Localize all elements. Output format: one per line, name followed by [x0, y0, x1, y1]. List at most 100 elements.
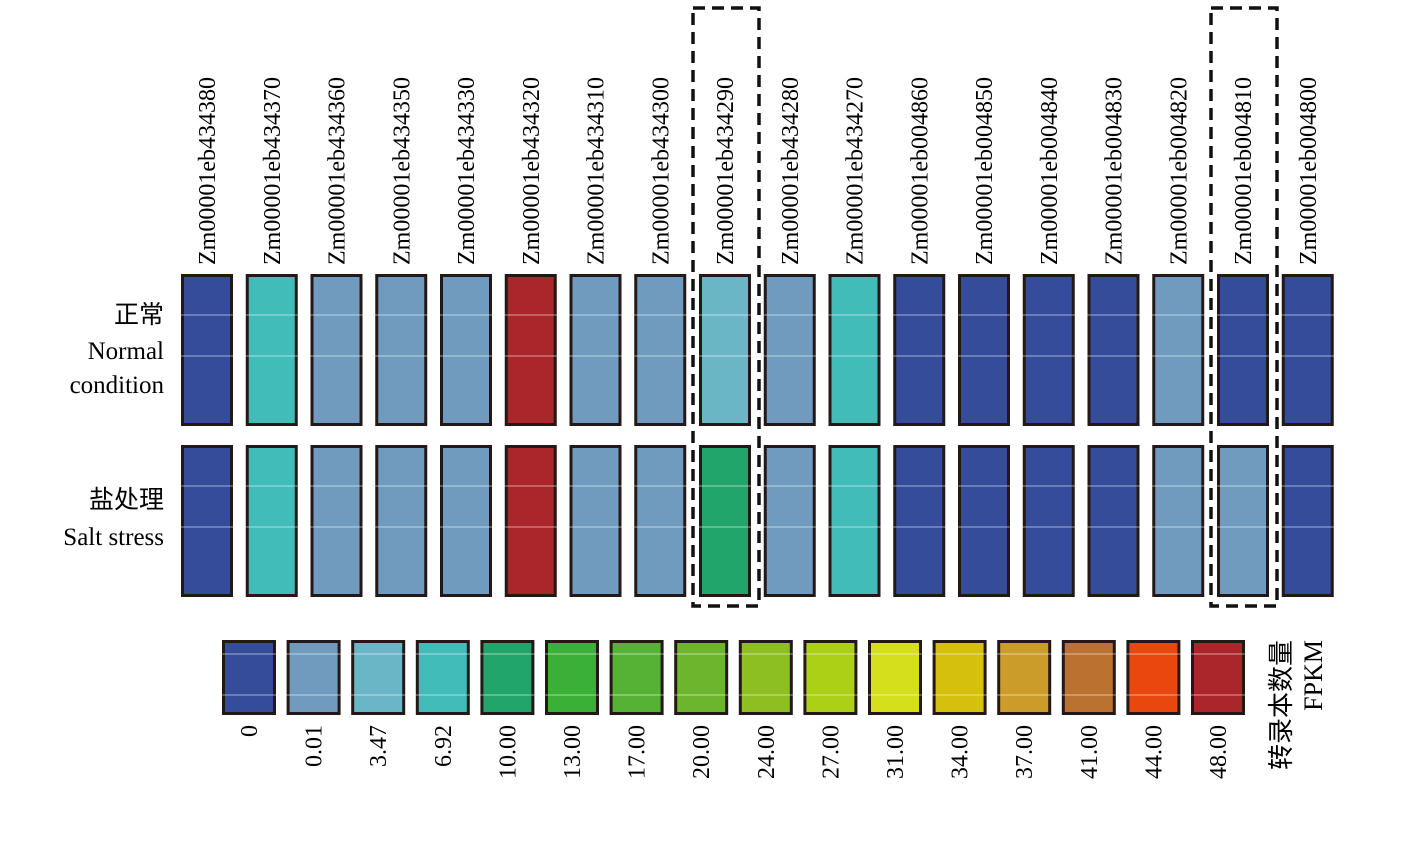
legend-swatch — [1061, 640, 1116, 715]
legend-title-cn: 转录本数量 — [1267, 640, 1296, 770]
legend-swatch — [674, 640, 729, 715]
legend-swatch — [997, 640, 1052, 715]
heatmap-cell — [310, 274, 363, 426]
legend-swatch — [545, 640, 599, 715]
heatmap-cell — [893, 274, 946, 426]
heatmap-cell — [569, 445, 622, 597]
legend-tick-label: 44.00 — [1141, 725, 1167, 779]
heatmap-cell — [893, 445, 946, 597]
column-label: Zm00001eb434280 — [778, 77, 804, 265]
heatmap-cell — [1022, 445, 1075, 597]
column-label: Zm00001eb004810 — [1231, 77, 1257, 265]
column-label: Zm00001eb434270 — [843, 77, 869, 265]
column-label: Zm00001eb004800 — [1296, 77, 1322, 265]
heatmap-cell — [310, 445, 363, 597]
column-label: Zm00001eb434290 — [713, 77, 739, 265]
heatmap-cell — [763, 445, 816, 597]
row-label: condition — [70, 372, 165, 399]
highlight-box — [691, 6, 761, 608]
legend-swatch — [1126, 640, 1181, 715]
column-label: Zm00001eb434310 — [584, 77, 610, 265]
legend-title-en: FPKM — [1299, 640, 1328, 711]
legend-tick-label: 10.00 — [495, 725, 521, 779]
legend-tick-label: 0.01 — [302, 725, 328, 767]
heatmap-cell — [504, 274, 557, 426]
legend-swatch — [286, 640, 341, 715]
column-label: Zm00001eb434380 — [195, 77, 221, 265]
heatmap-cell — [828, 445, 881, 597]
legend-tick-label: 13.00 — [560, 725, 586, 779]
heatmap-cell — [699, 445, 751, 597]
heatmap-cell — [699, 274, 751, 426]
legend-swatch — [222, 640, 276, 715]
legend-swatch — [868, 640, 922, 715]
column-label: Zm00001eb004860 — [907, 77, 933, 265]
heatmap-cell — [958, 445, 1010, 597]
heatmap-cell — [1022, 274, 1075, 426]
column-label: Zm00001eb434320 — [519, 77, 545, 265]
legend-tick-label: 27.00 — [818, 725, 844, 779]
column-label: Zm00001eb434350 — [389, 77, 415, 265]
legend-tick-label: 41.00 — [1077, 725, 1103, 779]
legend-swatch — [803, 640, 858, 715]
heatmap-cell — [569, 274, 622, 426]
heatmap-cell — [1217, 274, 1269, 426]
legend-tick-label: 31.00 — [883, 725, 909, 779]
heatmap-cell — [763, 274, 816, 426]
legend-swatch — [415, 640, 470, 715]
heatmap-cell — [1087, 274, 1140, 426]
legend-tick-label: 34.00 — [948, 725, 974, 779]
heatmap-cell — [634, 445, 687, 597]
column-labels: Zm00001eb434380 Zm00001eb434370 Zm00001eb4… — [195, 77, 1322, 265]
heatmap-cell — [375, 274, 428, 426]
row-labels: 正常 Normal condition 盐处理 Salt stress — [63, 301, 164, 551]
heatmap-cell — [440, 274, 492, 426]
heatmap-cell — [1281, 445, 1334, 597]
row-label: Salt stress — [63, 524, 164, 551]
highlight-box — [1209, 6, 1279, 608]
heatmap-cell — [245, 274, 298, 426]
heatmap-cell — [504, 445, 557, 597]
legend-tick-label: 3.47 — [366, 725, 392, 767]
legend-tick-label: 48.00 — [1206, 725, 1232, 779]
heatmap-cell — [181, 445, 233, 597]
legend-tick-label: 37.00 — [1012, 725, 1038, 779]
legend-swatch — [738, 640, 793, 715]
heatmap-cell — [1152, 445, 1205, 597]
heatmap-cell — [1217, 445, 1269, 597]
color-legend: 0 0.01 3.47 6.92 10.00 13.00 17.00 20.00 24.00 27… — [222, 640, 1328, 779]
heatmap-cell — [1281, 274, 1334, 426]
legend-tick-label: 24.00 — [754, 725, 780, 779]
column-label: Zm00001eb004840 — [1037, 77, 1063, 265]
row-label: 正常 — [114, 301, 164, 329]
legend-swatch — [932, 640, 987, 715]
legend-swatch — [480, 640, 535, 715]
column-label: Zm00001eb434300 — [648, 77, 674, 265]
row-label: Normal — [88, 338, 164, 365]
legend-swatch — [1191, 640, 1245, 715]
column-label: Zm00001eb434370 — [260, 77, 286, 265]
heatmap-cell — [181, 274, 233, 426]
legend-tick-label: 17.00 — [625, 725, 651, 779]
heatmap-cell — [245, 445, 298, 597]
heatmap-cell — [958, 274, 1010, 426]
legend-swatch — [609, 640, 664, 715]
column-label: Zm00001eb434360 — [325, 77, 351, 265]
heatmap-cell — [1087, 445, 1140, 597]
heatmap-cell — [440, 445, 492, 597]
heatmap-cell — [828, 274, 881, 426]
column-label: Zm00001eb434330 — [454, 77, 480, 265]
heatmap-cell — [375, 445, 428, 597]
legend-tick-label: 20.00 — [689, 725, 715, 779]
heatmap-cells — [181, 274, 1336, 597]
legend-tick-label: 6.92 — [431, 725, 457, 767]
legend-tick-label: 0 — [237, 725, 263, 737]
column-label: Zm00001eb004830 — [1102, 77, 1128, 265]
column-label: Zm00001eb004850 — [972, 77, 998, 265]
legend-swatch — [351, 640, 406, 715]
heatmap-cell — [634, 274, 687, 426]
highlight-boxes — [691, 6, 1279, 608]
row-label: 盐处理 — [89, 486, 164, 514]
column-label: Zm00001eb004820 — [1166, 77, 1192, 265]
